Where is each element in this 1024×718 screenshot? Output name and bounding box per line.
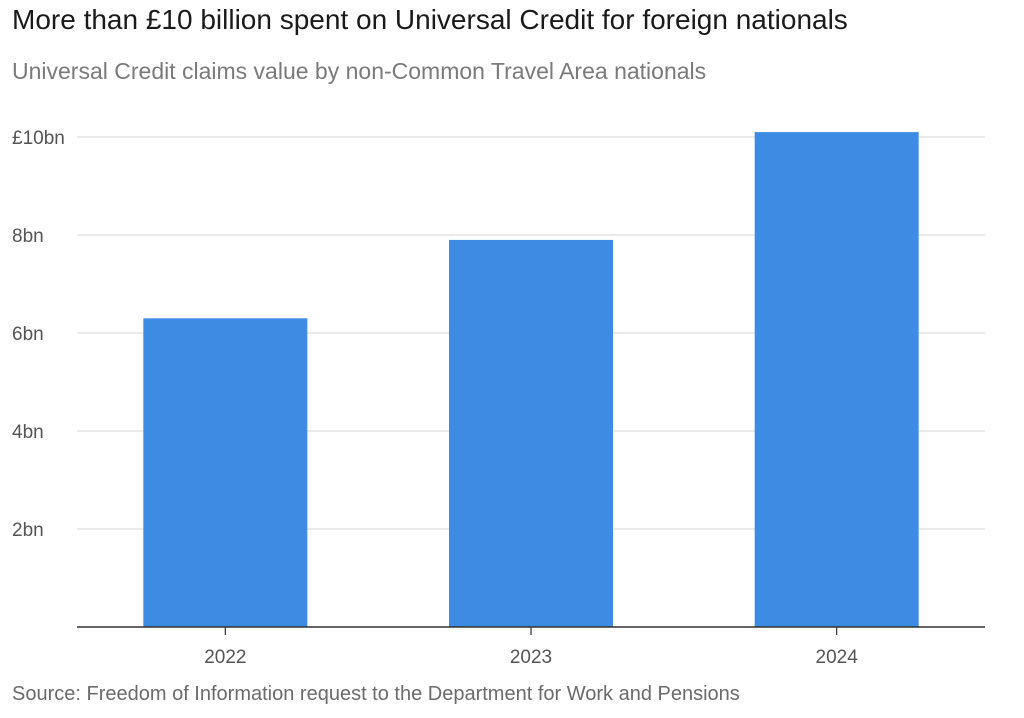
y-tick-label: 2bn	[12, 520, 44, 541]
source-note: Source: Freedom of Information request t…	[12, 683, 740, 705]
y-axis-tick-labels: 2bn 4bn 6bn 8bn £10bn	[12, 128, 65, 541]
y-tick-label: 4bn	[12, 422, 44, 443]
x-tick-label: 2023	[510, 647, 552, 668]
bar-2022	[143, 318, 308, 627]
bar-2024	[754, 132, 919, 627]
x-tick-label: 2022	[204, 647, 246, 668]
y-tick-label: £10bn	[12, 128, 65, 149]
bars	[143, 132, 919, 627]
x-axis-tick-labels: 2022 2023 2024	[204, 627, 858, 668]
chart-title: More than £10 billion spent on Universal…	[12, 4, 848, 35]
x-tick-label: 2024	[816, 647, 859, 668]
chart-subtitle: Universal Credit claims value by non-Com…	[12, 58, 707, 84]
bar-2023	[449, 239, 613, 627]
y-tick-label: 8bn	[12, 226, 44, 247]
y-tick-label: 6bn	[12, 324, 44, 345]
